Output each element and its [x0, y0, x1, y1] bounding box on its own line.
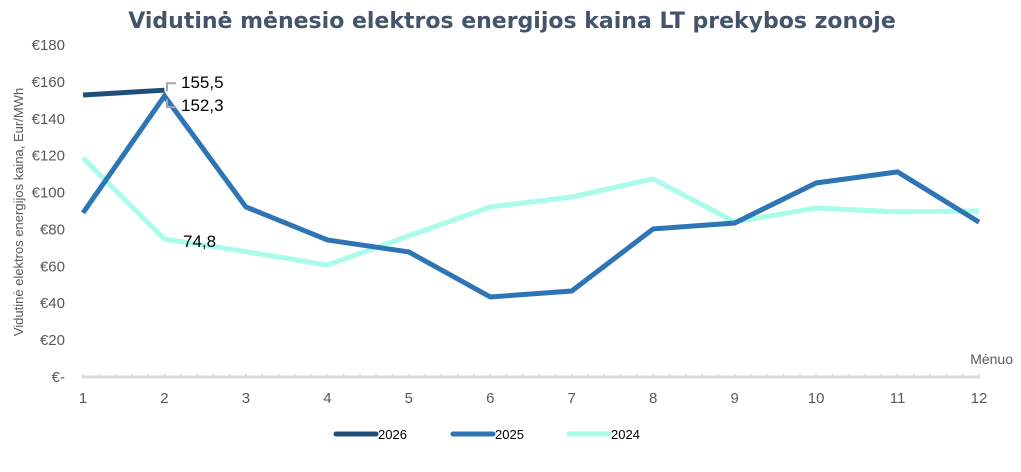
y-tick-label: €-: [52, 369, 65, 386]
legend: 2026 2025 2024: [333, 427, 640, 442]
data-label-2025: 152,3: [181, 96, 224, 115]
data-label-2024: 74,8: [183, 232, 216, 251]
y-axis-title: Vidutinė elektros energijos kaina, Eur/M…: [11, 88, 26, 336]
x-tick-label: 8: [649, 390, 657, 407]
y-tick-label: €80: [40, 221, 65, 238]
x-tick-label: 11: [890, 390, 906, 407]
x-tick-label: 6: [486, 390, 494, 407]
chart-title: Vidutinė mėnesio elektros energijos kain…: [128, 9, 896, 34]
y-tick-label: €40: [40, 295, 65, 312]
y-tick-label: €60: [40, 258, 65, 275]
label-leader-line: [166, 82, 176, 92]
x-tick-label: 4: [323, 390, 331, 407]
series-line-2025: [80, 91, 981, 300]
x-tick-label: 2: [160, 390, 168, 407]
legend-label: 2025: [495, 427, 524, 442]
x-tick-label: 9: [730, 390, 738, 407]
x-tick-label: 10: [808, 390, 825, 407]
y-tick-label: €20: [40, 332, 65, 349]
legend-label: 2026: [378, 427, 407, 442]
legend-item-2024: 2024: [566, 427, 640, 442]
x-tick-label: 1: [79, 390, 87, 407]
x-axis: 1 2 3 4 5 6 7 8 9 10 11 12: [79, 374, 988, 407]
y-tick-label: €100: [32, 185, 65, 202]
label-leader-line: [166, 99, 176, 109]
legend-label: 2024: [611, 427, 640, 442]
legend-item-2025: 2025: [450, 427, 524, 442]
legend-item-2026: 2026: [333, 427, 407, 442]
y-tick-label: €120: [32, 148, 65, 165]
x-tick-label: 12: [971, 390, 988, 407]
series-line-2026: [82, 87, 165, 98]
x-tick-label: 5: [405, 390, 413, 407]
x-axis-title: Mėnuo: [970, 351, 1013, 367]
data-label-2026: 155,5: [181, 73, 224, 92]
x-tick-label: 3: [242, 390, 250, 407]
x-tick-label: 7: [568, 390, 576, 407]
series-line-2024: [81, 156, 980, 268]
y-tick-label: €160: [32, 74, 65, 91]
data-labels: 155,5 152,3 74,8: [166, 73, 224, 251]
y-axis: €- €20 €40 €60 €80 €100 €120 €140 €160 €180: [32, 37, 65, 386]
y-tick-label: €140: [32, 111, 65, 128]
series-group: [80, 87, 981, 300]
y-tick-label: €180: [32, 37, 65, 54]
